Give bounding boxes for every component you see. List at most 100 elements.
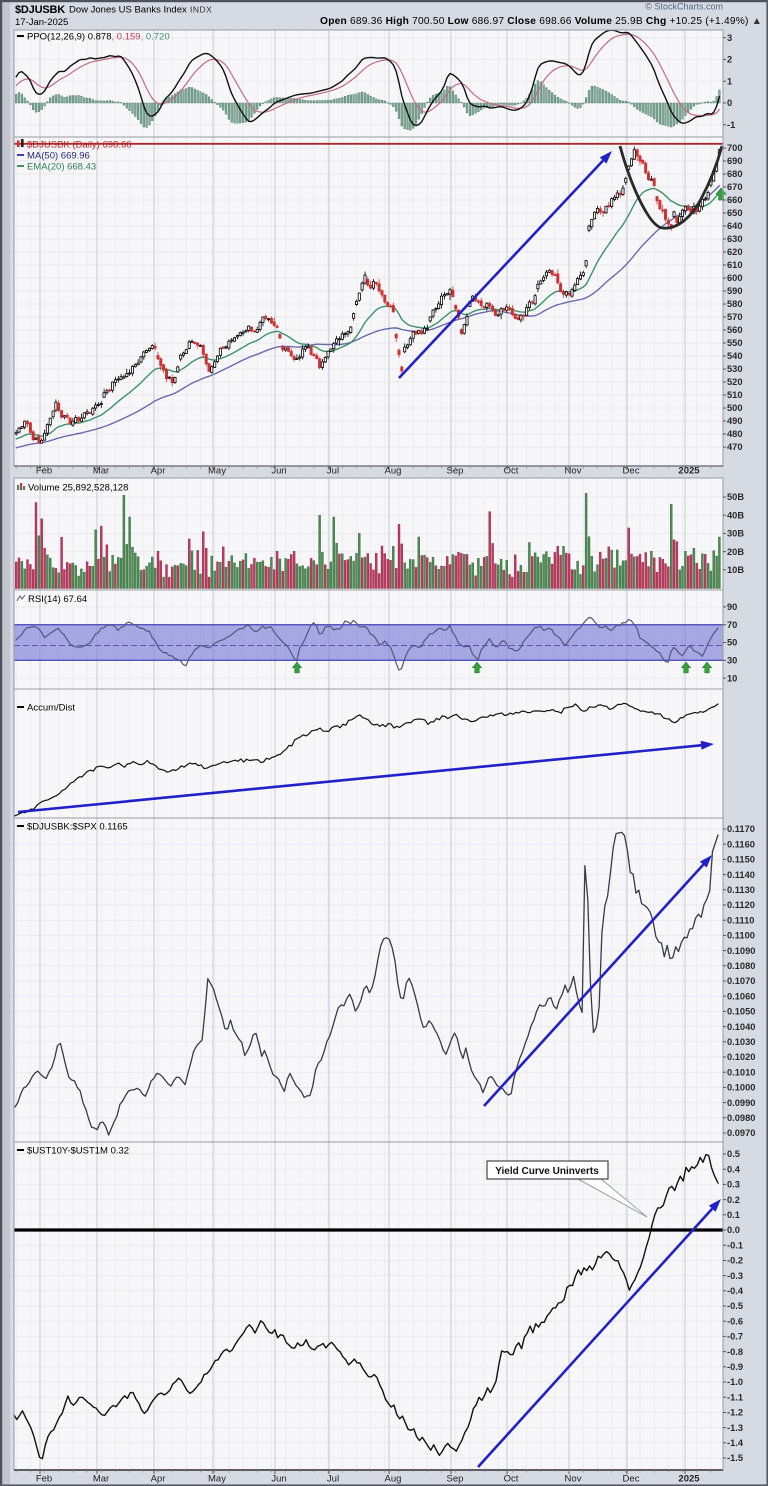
svg-text:2025: 2025 xyxy=(678,466,700,477)
svg-text:Mar: Mar xyxy=(93,1474,109,1485)
svg-text:-0.5: -0.5 xyxy=(727,1301,743,1311)
svg-text:680: 680 xyxy=(727,169,743,179)
svg-text:Accum/Dist: Accum/Dist xyxy=(27,703,75,714)
svg-text:500: 500 xyxy=(727,403,743,413)
svg-text:Apr: Apr xyxy=(151,1474,166,1485)
svg-text:510: 510 xyxy=(727,390,743,400)
svg-text:May: May xyxy=(208,466,226,477)
svg-text:0.3: 0.3 xyxy=(727,1180,740,1190)
svg-text:Oct: Oct xyxy=(504,1474,519,1485)
svg-text:1: 1 xyxy=(727,76,732,86)
svg-text:540: 540 xyxy=(727,351,743,361)
svg-text:0.1: 0.1 xyxy=(727,1210,740,1220)
svg-text:-1.5: -1.5 xyxy=(727,1453,743,1463)
svg-text:0.1110: 0.1110 xyxy=(727,915,754,925)
svg-text:$DJUSBK:$SPX 0.1165: $DJUSBK:$SPX 0.1165 xyxy=(27,822,128,833)
svg-text:$DJUSBK (Daily) 698.66: $DJUSBK (Daily) 698.66 xyxy=(27,140,132,151)
svg-text:0.1100: 0.1100 xyxy=(727,931,755,941)
svg-text:20B: 20B xyxy=(727,547,744,557)
svg-text:520: 520 xyxy=(727,377,743,387)
svg-text:0.1160: 0.1160 xyxy=(727,839,755,849)
svg-text:Open 689.36 High 700.50 Low 68: Open 689.36 High 700.50 Low 686.97 Close… xyxy=(320,16,762,27)
svg-text:Feb: Feb xyxy=(36,466,52,477)
svg-text:May: May xyxy=(208,1474,226,1485)
svg-text:INDX: INDX xyxy=(190,5,212,15)
svg-text:480: 480 xyxy=(727,429,743,439)
svg-text:0.2: 0.2 xyxy=(727,1195,740,1205)
svg-text:0.1010: 0.1010 xyxy=(727,1067,755,1077)
svg-text:620: 620 xyxy=(727,247,743,257)
svg-text:-1.1: -1.1 xyxy=(727,1392,743,1402)
svg-text:0.4: 0.4 xyxy=(727,1164,741,1174)
svg-text:690: 690 xyxy=(727,156,743,166)
svg-text:$UST10Y-$UST1M 0.32: $UST10Y-$UST1M 0.32 xyxy=(27,1146,129,1157)
svg-text:0.1060: 0.1060 xyxy=(727,991,755,1001)
svg-text:470: 470 xyxy=(727,442,743,452)
svg-text:0.1070: 0.1070 xyxy=(727,976,755,986)
svg-text:530: 530 xyxy=(727,364,743,374)
svg-text:0.0980: 0.0980 xyxy=(727,1113,755,1123)
svg-text:0.1050: 0.1050 xyxy=(727,1007,755,1017)
svg-text:-0.7: -0.7 xyxy=(727,1332,743,1342)
svg-text:0.0970: 0.0970 xyxy=(727,1128,755,1138)
svg-text:0.1020: 0.1020 xyxy=(727,1052,755,1062)
svg-text:Sep: Sep xyxy=(447,1474,464,1485)
svg-text:Dec: Dec xyxy=(623,466,640,477)
svg-text:0.1140: 0.1140 xyxy=(727,870,755,880)
svg-text:660: 660 xyxy=(727,195,743,205)
svg-text:0.0: 0.0 xyxy=(727,1225,740,1235)
svg-text:-1: -1 xyxy=(727,120,735,130)
svg-text:0.5: 0.5 xyxy=(727,1149,740,1159)
svg-text:Jul: Jul xyxy=(327,1474,339,1485)
svg-text:$DJUSBK: $DJUSBK xyxy=(15,4,65,16)
svg-text:MA(50) 669.96: MA(50) 669.96 xyxy=(27,151,90,162)
svg-text:40B: 40B xyxy=(727,510,744,520)
svg-text:0.1000: 0.1000 xyxy=(727,1083,755,1093)
svg-text:580: 580 xyxy=(727,299,743,309)
svg-text:Jun: Jun xyxy=(271,1474,286,1485)
svg-text:2025: 2025 xyxy=(678,1474,700,1485)
svg-text:© StockCharts.com: © StockCharts.com xyxy=(645,2,723,12)
svg-text:PPO(12,26,9) 0.878, 0.159, 0.7: PPO(12,26,9) 0.878, 0.159, 0.720 xyxy=(27,32,170,43)
svg-text:700: 700 xyxy=(727,143,743,153)
svg-text:Dec: Dec xyxy=(623,1474,640,1485)
svg-text:0.1130: 0.1130 xyxy=(727,885,755,895)
svg-text:670: 670 xyxy=(727,182,743,192)
svg-text:590: 590 xyxy=(727,286,743,296)
svg-text:Sep: Sep xyxy=(447,466,464,477)
svg-text:-1.3: -1.3 xyxy=(727,1423,743,1433)
svg-text:570: 570 xyxy=(727,312,743,322)
svg-text:90: 90 xyxy=(727,602,737,612)
svg-text:-1.0: -1.0 xyxy=(727,1377,743,1387)
svg-text:-0.9: -0.9 xyxy=(727,1362,743,1372)
svg-text:Nov: Nov xyxy=(565,466,582,477)
svg-text:-0.1: -0.1 xyxy=(727,1240,743,1250)
svg-text:Mar: Mar xyxy=(93,466,109,477)
svg-text:3: 3 xyxy=(727,33,732,43)
svg-text:30B: 30B xyxy=(727,529,744,539)
svg-text:Apr: Apr xyxy=(151,466,166,477)
svg-text:Aug: Aug xyxy=(385,466,402,477)
svg-text:0.1170: 0.1170 xyxy=(727,824,755,834)
svg-text:610: 610 xyxy=(727,260,743,270)
svg-text:0: 0 xyxy=(727,98,732,108)
svg-text:10: 10 xyxy=(727,673,737,683)
svg-text:0.1090: 0.1090 xyxy=(727,946,755,956)
svg-text:Dow Jones US Banks Index: Dow Jones US Banks Index xyxy=(69,5,187,16)
svg-text:650: 650 xyxy=(727,208,743,218)
svg-text:490: 490 xyxy=(727,416,743,426)
svg-text:Jul: Jul xyxy=(327,466,339,477)
svg-text:0.1030: 0.1030 xyxy=(727,1037,755,1047)
svg-text:Jun: Jun xyxy=(271,466,286,477)
svg-text:70: 70 xyxy=(727,620,737,630)
svg-text:550: 550 xyxy=(727,338,743,348)
svg-text:50: 50 xyxy=(727,638,737,648)
svg-text:0.1120: 0.1120 xyxy=(727,900,755,910)
svg-text:50B: 50B xyxy=(727,492,744,502)
svg-text:0.1040: 0.1040 xyxy=(727,1022,755,1032)
svg-text:EMA(20) 668.43: EMA(20) 668.43 xyxy=(27,162,96,173)
svg-text:2: 2 xyxy=(727,55,732,65)
svg-text:630: 630 xyxy=(727,234,743,244)
svg-text:Oct: Oct xyxy=(504,466,519,477)
svg-text:Nov: Nov xyxy=(565,1474,582,1485)
